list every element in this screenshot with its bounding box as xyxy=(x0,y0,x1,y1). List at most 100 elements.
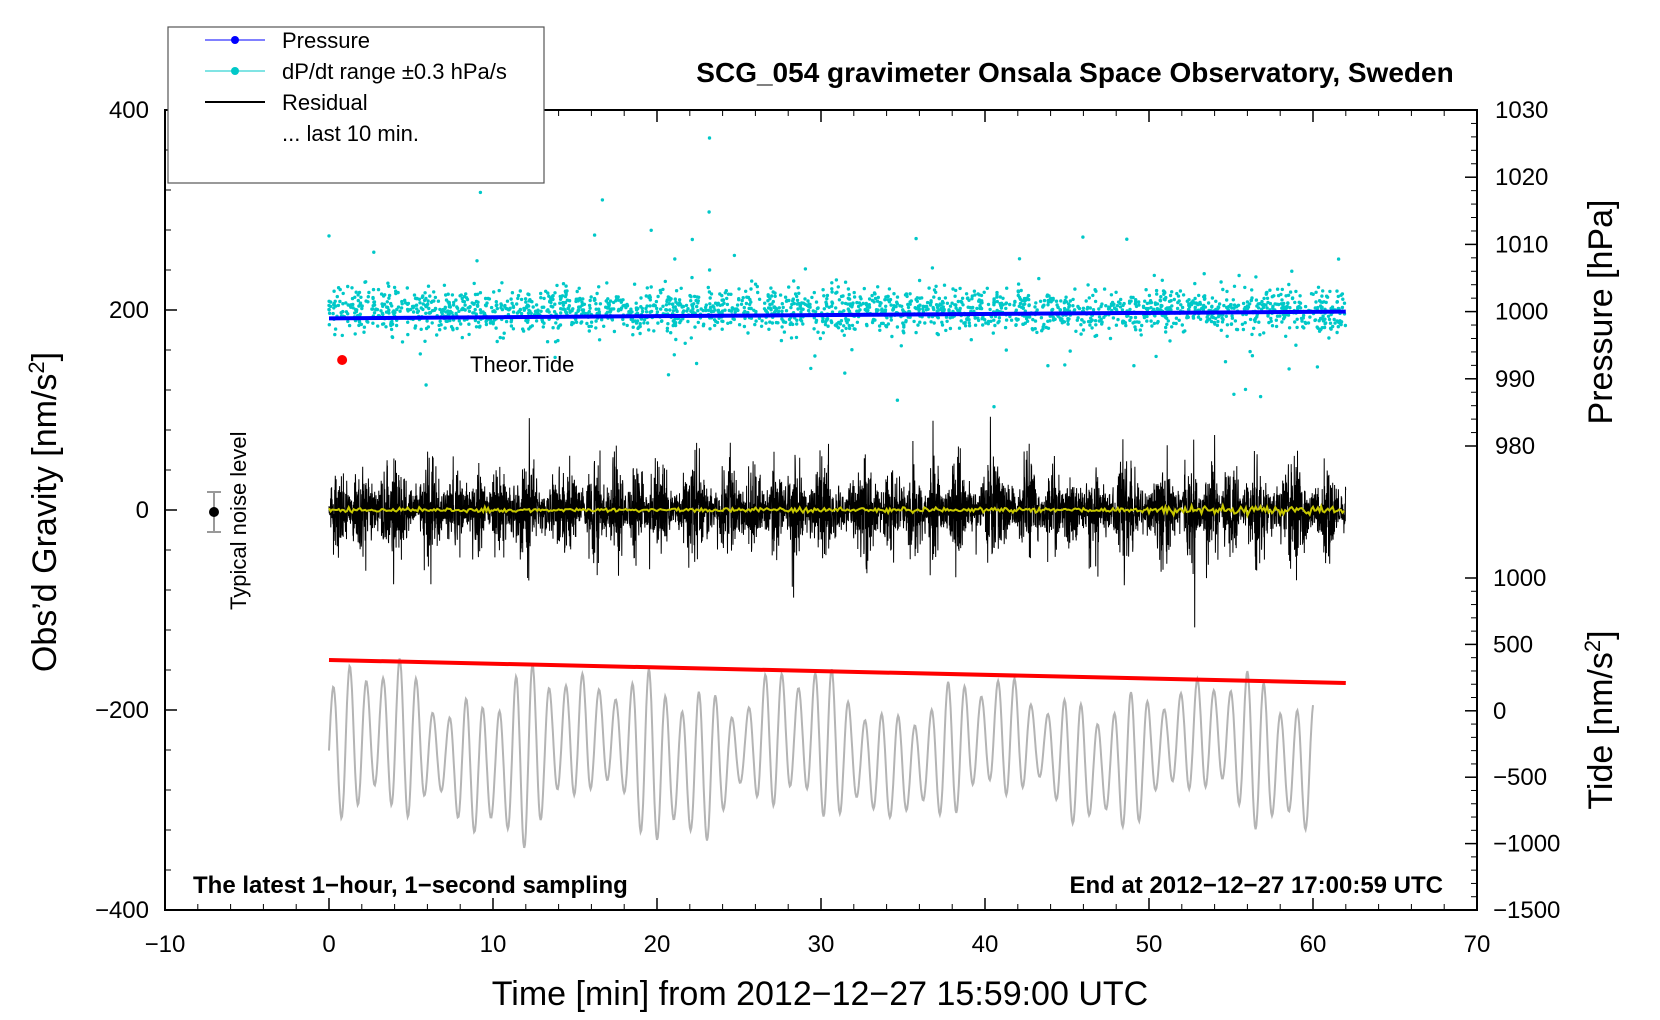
dpdt-point xyxy=(1250,288,1254,292)
tide-line xyxy=(328,658,1314,849)
dpdt-point xyxy=(690,275,694,280)
dpdt-point xyxy=(574,299,578,304)
dpdt-point xyxy=(1150,324,1154,328)
dpdt-point xyxy=(472,281,476,286)
dpdt-point xyxy=(1073,287,1077,291)
dpdt-point xyxy=(742,324,747,329)
dpdt-point xyxy=(1003,325,1008,330)
dpdt-point xyxy=(1108,336,1113,341)
dpdt-point xyxy=(1229,322,1234,326)
dpdt-point xyxy=(578,298,582,302)
dpdt-point xyxy=(655,306,659,311)
dpdt-point xyxy=(581,310,586,314)
dpdt-point xyxy=(659,307,663,311)
dpdt-point xyxy=(1232,392,1236,396)
dpdt-point xyxy=(1265,290,1269,295)
dpdt-point xyxy=(1229,303,1233,307)
dpdt-point xyxy=(1102,287,1107,291)
dpdt-point xyxy=(995,290,999,295)
dpdt-point xyxy=(791,322,795,327)
dpdt-point xyxy=(561,303,566,307)
dpdt-point xyxy=(389,301,393,306)
dpdt-point xyxy=(341,302,345,306)
dpdt-point xyxy=(1133,315,1138,320)
dpdt-point xyxy=(985,286,989,290)
dpdt-point xyxy=(577,305,581,309)
dpdt-point xyxy=(1033,305,1037,309)
dpdt-point xyxy=(669,331,673,335)
dpdt-point xyxy=(886,322,891,326)
dpdt-point xyxy=(473,307,477,312)
tide-line-group xyxy=(328,658,1314,849)
dpdt-point xyxy=(1145,301,1150,306)
dpdt-point xyxy=(1051,315,1056,319)
dpdt-point xyxy=(406,320,410,324)
dpdt-point xyxy=(495,339,499,344)
dpdt-point xyxy=(915,299,919,303)
dpdt-point xyxy=(387,308,391,312)
dpdt-point xyxy=(495,306,499,311)
dpdt-point xyxy=(360,304,364,308)
dpdt-point xyxy=(1100,320,1104,324)
dpdt-point xyxy=(906,305,911,310)
dpdt-point xyxy=(725,296,729,301)
dpdt-point xyxy=(1221,287,1225,292)
y-tide-tick-label: 1000 xyxy=(1493,565,1546,592)
dpdt-point xyxy=(387,296,391,300)
dpdt-point xyxy=(1231,298,1236,302)
dpdt-point xyxy=(864,301,868,306)
dpdt-point xyxy=(1165,316,1169,320)
dpdt-point xyxy=(1041,305,1045,309)
dpdt-point xyxy=(333,299,337,303)
dpdt-point xyxy=(1076,316,1080,320)
dpdt-point xyxy=(981,315,985,319)
dpdt-point xyxy=(729,309,734,313)
dpdt-point xyxy=(1301,313,1306,318)
dpdt-point xyxy=(1132,364,1136,368)
dpdt-point xyxy=(821,319,825,323)
dpdt-point xyxy=(1317,319,1321,323)
dpdt-point xyxy=(1230,316,1235,320)
dpdt-point xyxy=(764,321,768,325)
dpdt-point xyxy=(750,279,754,283)
dpdt-point xyxy=(558,301,562,305)
annotation-bottom-right: End at 2012−12−27 17:00:59 UTC xyxy=(1069,872,1443,899)
dpdt-point xyxy=(918,303,922,307)
dpdt-point xyxy=(1179,303,1183,307)
dpdt-point xyxy=(851,301,855,305)
dpdt-point xyxy=(551,326,555,330)
dpdt-point xyxy=(463,303,467,307)
dpdt-point xyxy=(457,309,461,313)
dpdt-point xyxy=(787,285,791,289)
dpdt-point xyxy=(1241,327,1246,332)
dpdt-point xyxy=(589,295,593,299)
dpdt-point xyxy=(1076,304,1080,309)
dpdt-point xyxy=(545,340,550,344)
dpdt-point xyxy=(1008,302,1012,307)
dpdt-point xyxy=(1160,278,1165,282)
dpdt-point xyxy=(585,321,589,326)
dpdt-point xyxy=(669,297,673,301)
dpdt-point xyxy=(723,308,727,312)
dpdt-point xyxy=(665,298,669,302)
dpdt-point xyxy=(563,300,568,305)
dpdt-point xyxy=(895,300,899,304)
dpdt-point xyxy=(1210,315,1214,319)
dpdt-point xyxy=(1329,306,1333,311)
dpdt-point xyxy=(423,303,428,308)
dpdt-point xyxy=(940,320,944,324)
dpdt-point xyxy=(1166,306,1171,310)
dpdt-point xyxy=(1232,284,1237,288)
dpdt-point xyxy=(645,321,650,325)
chart-title: SCG_054 gravimeter Onsala Space Observat… xyxy=(696,57,1453,88)
dpdt-point xyxy=(988,307,992,312)
dpdt-point xyxy=(1068,349,1072,353)
dpdt-point xyxy=(447,302,451,306)
dpdt-point xyxy=(736,308,740,313)
dpdt-point xyxy=(475,259,479,263)
dpdt-point xyxy=(778,293,783,297)
dpdt-point xyxy=(1018,301,1023,306)
dpdt-point xyxy=(754,319,758,323)
dpdt-point xyxy=(432,290,436,294)
dpdt-point xyxy=(1336,294,1341,299)
